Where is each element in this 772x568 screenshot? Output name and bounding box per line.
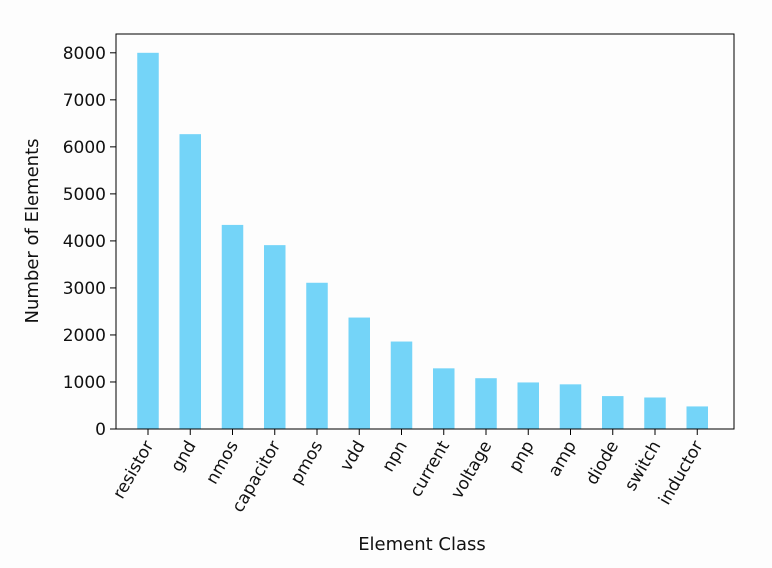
bar-nmos xyxy=(221,224,244,429)
x-tick-label-resistor: resistor xyxy=(109,438,158,503)
y-tick-label: 2000 xyxy=(63,326,106,346)
x-tick-label-npn: npn xyxy=(378,438,411,476)
y-tick-label: 6000 xyxy=(63,138,106,158)
x-tick-label-vdd: vdd xyxy=(336,438,369,475)
y-axis-ticks: 0 1000 2000 3000 4000 5000 6000 7000 8000 xyxy=(63,44,116,440)
bar-pmos xyxy=(306,282,328,429)
y-tick-label: 5000 xyxy=(63,185,106,205)
bar-amp xyxy=(559,384,582,429)
bar-capacitor xyxy=(264,245,286,429)
bar-gnd xyxy=(179,134,201,430)
bar-vdd xyxy=(348,317,370,429)
x-tick-label-voltage: voltage xyxy=(447,438,496,503)
bar-inductor xyxy=(686,406,708,429)
x-tick-label-nmos: nmos xyxy=(202,437,243,487)
y-tick-label: 3000 xyxy=(63,279,106,299)
y-tick-label: 0 xyxy=(95,420,106,440)
bars-group xyxy=(137,52,708,430)
y-tick-label: 8000 xyxy=(63,44,106,64)
bar-current xyxy=(433,368,455,429)
bar-pnp xyxy=(517,382,539,429)
bar-resistor xyxy=(137,52,159,430)
x-tick-label-switch: switch xyxy=(621,438,665,495)
x-tick-label-diode: diode xyxy=(582,438,623,489)
bar-switch xyxy=(644,397,666,429)
plot-frame xyxy=(115,33,735,430)
y-tick-label: 4000 xyxy=(63,232,106,252)
bar-npn xyxy=(390,341,413,429)
bar-voltage xyxy=(475,378,497,429)
y-tick-label: 1000 xyxy=(63,373,106,393)
x-tick-label-amp: amp xyxy=(545,438,581,481)
x-tick-label-pmos: pmos xyxy=(287,437,328,487)
x-tick-label-gnd: gnd xyxy=(167,438,201,476)
x-tick-label-pnp: pnp xyxy=(505,438,539,476)
y-axis-label: Number of Elements xyxy=(22,138,43,323)
y-tick-label: 7000 xyxy=(63,91,106,111)
bar-diode xyxy=(602,396,624,429)
x-axis-label: Element Class xyxy=(358,534,486,555)
